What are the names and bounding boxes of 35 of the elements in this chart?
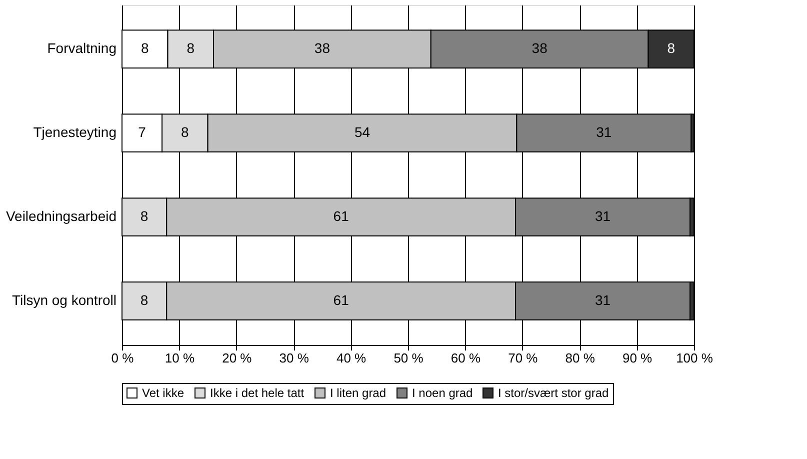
data-label: 31 [594, 292, 611, 308]
x-tick-label: 0 % [111, 350, 134, 366]
legend-label: I liten grad [330, 386, 386, 400]
x-tick-label: 80 % [565, 350, 596, 366]
x-tick-label: 60 % [450, 350, 481, 366]
legend-label: Ikke i det hele tatt [210, 386, 305, 400]
x-tick-label: 10 % [164, 350, 195, 366]
data-label: 8 [140, 292, 148, 308]
data-label: 38 [314, 40, 330, 56]
legend-label: I stor/svært stor grad [498, 386, 609, 400]
data-label: 8 [181, 124, 190, 140]
data-label: 38 [532, 40, 548, 56]
x-tick-label: 100 % [676, 350, 714, 366]
data-label: 31 [596, 124, 612, 140]
data-label: 8 [186, 40, 195, 56]
data-label: 31 [594, 208, 611, 224]
legend-label: Vet ikke [142, 386, 184, 400]
data-label: 8 [140, 40, 149, 56]
data-label: 8 [140, 208, 148, 224]
data-label: 8 [667, 40, 676, 56]
data-label: 7 [138, 124, 146, 140]
x-tick-label: 70 % [508, 350, 538, 366]
x-tick-label: 30 % [279, 350, 310, 366]
legend-label: I noen grad [412, 386, 473, 400]
y-tick-label: Veiledningsarbeid [6, 208, 116, 224]
data-label: 61 [333, 208, 350, 224]
x-tick-label: 40 % [336, 350, 367, 366]
y-tick-label: Tjenesteyting [33, 124, 116, 140]
data-label: 61 [333, 292, 350, 308]
x-tick-label: 50 % [394, 350, 424, 366]
y-tick-label: Forvaltning [47, 40, 116, 56]
data-label: 54 [354, 124, 370, 140]
y-tick-label: Tilsyn og kontroll [12, 292, 116, 308]
x-tick-label: 20 % [222, 350, 252, 366]
x-tick-label: 90 % [622, 350, 653, 366]
